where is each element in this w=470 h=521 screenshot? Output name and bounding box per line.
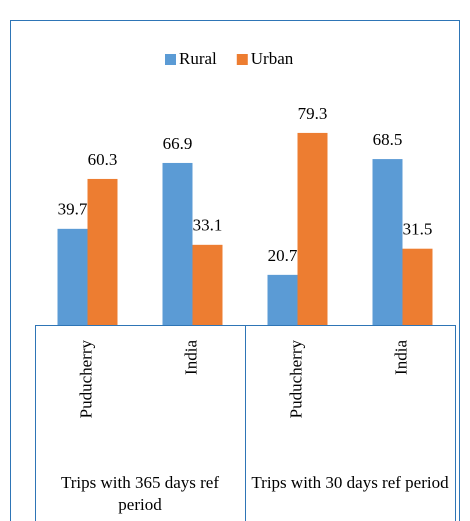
data-label: 31.5	[403, 220, 433, 239]
data-label: 79.3	[298, 104, 328, 123]
x-tick-label: India	[181, 340, 200, 375]
group-label: Trips with 365 days ref period	[60, 473, 220, 514]
data-label: 66.9	[163, 134, 193, 153]
data-label: 20.7	[268, 246, 298, 265]
bar	[372, 159, 403, 325]
chart-border	[10, 20, 460, 521]
bar	[192, 244, 223, 325]
legend-swatch	[236, 54, 248, 65]
group-label: Trips with 30 days ref period	[251, 473, 449, 492]
x-tick-label: India	[391, 340, 410, 375]
legend-label: Urban	[251, 49, 294, 68]
bar	[87, 178, 118, 325]
legend-swatch	[165, 54, 176, 65]
data-label: 68.5	[373, 130, 403, 149]
bar	[267, 274, 298, 325]
data-label: 33.1	[193, 216, 223, 235]
data-label: 39.7	[58, 200, 88, 219]
legend-label: Rural	[179, 49, 217, 68]
x-tick-label: Puducherry	[286, 340, 305, 419]
bar	[162, 162, 193, 325]
bar	[57, 228, 88, 325]
bar	[402, 248, 433, 325]
data-label: 60.3	[88, 150, 118, 169]
bar	[297, 132, 328, 325]
x-tick-label: Puducherry	[76, 340, 95, 419]
